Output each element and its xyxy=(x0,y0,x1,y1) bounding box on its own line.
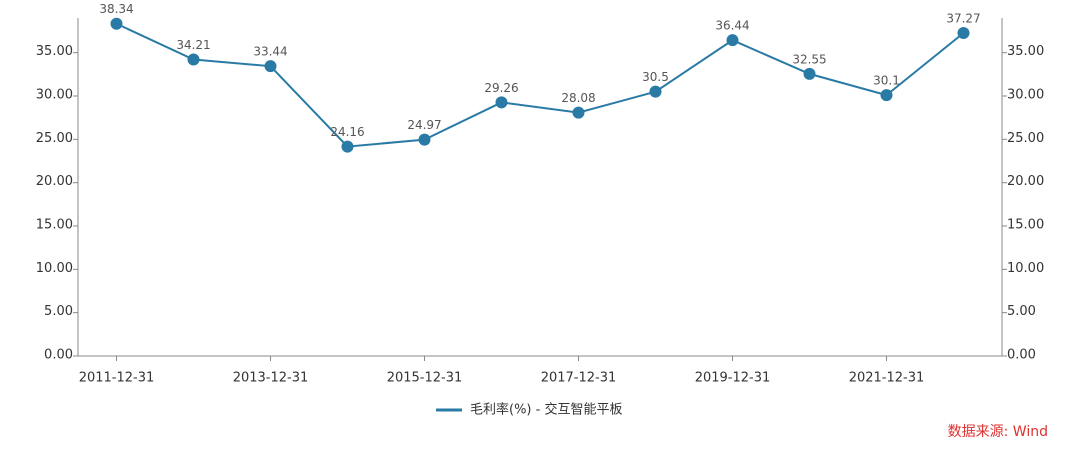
y2-tick-label: 25.00 xyxy=(1007,131,1044,146)
value-label: 24.16 xyxy=(330,125,364,139)
y2-tick-label: 20.00 xyxy=(1007,174,1044,189)
y2-tick-label: 0.00 xyxy=(1007,348,1036,363)
y-tick-label: 5.00 xyxy=(44,304,73,319)
x-tick-label: 2017-12-31 xyxy=(541,371,617,386)
y-tick-label: 20.00 xyxy=(36,174,73,189)
value-label: 29.26 xyxy=(484,81,518,95)
x-tick-label: 2021-12-31 xyxy=(849,371,925,386)
data-point xyxy=(110,17,123,30)
x-tick-label: 2019-12-31 xyxy=(695,371,771,386)
series-line xyxy=(116,22,965,148)
data-point xyxy=(957,26,970,39)
value-label: 36.44 xyxy=(715,19,749,33)
x-tick-label: 2015-12-31 xyxy=(387,371,463,386)
data-point xyxy=(341,140,354,153)
data-point xyxy=(264,60,277,73)
y-tick-label: 0.00 xyxy=(44,348,73,363)
x-tick-label: 2011-12-31 xyxy=(79,371,155,386)
y2-tick-label: 30.00 xyxy=(1007,88,1044,103)
y2-tick-label: 15.00 xyxy=(1007,218,1044,233)
y-tick-label: 30.00 xyxy=(36,88,73,103)
value-label: 30.5 xyxy=(642,70,669,84)
value-label: 33.44 xyxy=(253,45,287,59)
data-point xyxy=(880,89,893,102)
data-point xyxy=(495,96,508,109)
x-tick-label: 2013-12-31 xyxy=(233,371,309,386)
data-point xyxy=(418,133,431,146)
value-label: 30.1 xyxy=(873,74,900,88)
y2-tick-label: 35.00 xyxy=(1007,44,1044,59)
y-tick-label: 35.00 xyxy=(36,44,73,59)
y-tick-label: 10.00 xyxy=(36,261,73,276)
value-label: 28.08 xyxy=(561,91,595,105)
legend-label: 毛利率(%) - 交互智能平板 xyxy=(470,402,622,418)
data-point xyxy=(649,85,662,98)
y2-tick-label: 5.00 xyxy=(1007,304,1036,319)
source-note: 数据来源: Wind xyxy=(948,424,1048,440)
data-point xyxy=(572,106,585,119)
value-label: 32.55 xyxy=(792,52,826,66)
data-point xyxy=(187,53,200,66)
y2-tick-label: 10.00 xyxy=(1007,261,1044,276)
value-label: 24.97 xyxy=(407,118,441,132)
value-label: 34.21 xyxy=(176,38,210,52)
y-tick-label: 25.00 xyxy=(36,131,73,146)
value-label: 37.27 xyxy=(946,11,980,25)
data-point xyxy=(726,34,739,47)
data-point xyxy=(803,67,816,80)
y-tick-label: 15.00 xyxy=(36,218,73,233)
value-label: 38.34 xyxy=(99,2,133,16)
